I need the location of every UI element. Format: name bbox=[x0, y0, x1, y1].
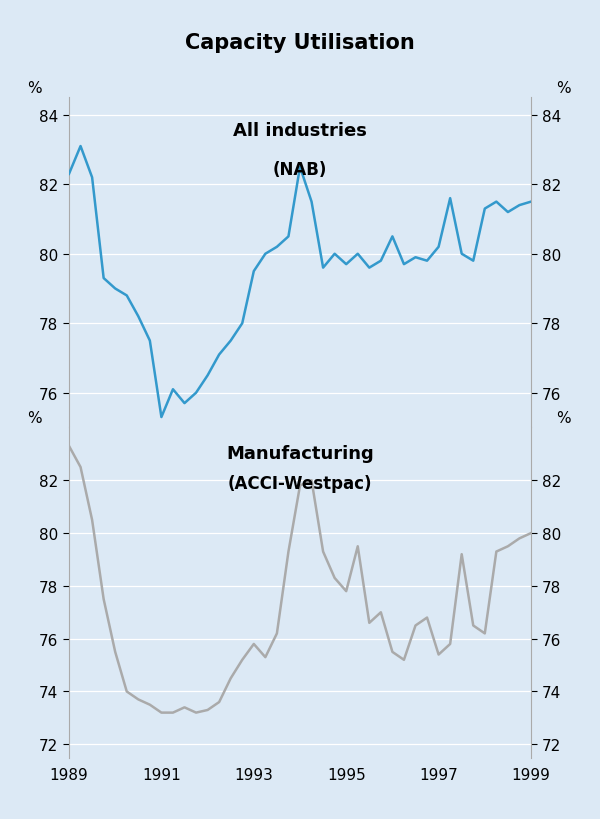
Text: %: % bbox=[556, 410, 571, 425]
Text: %: % bbox=[28, 410, 42, 425]
Text: (ACCI-Westpac): (ACCI-Westpac) bbox=[228, 474, 372, 492]
Text: Manufacturing: Manufacturing bbox=[226, 445, 374, 463]
Text: %: % bbox=[556, 80, 571, 96]
Text: Capacity Utilisation: Capacity Utilisation bbox=[185, 34, 415, 53]
Text: (NAB): (NAB) bbox=[273, 161, 327, 179]
Text: %: % bbox=[28, 80, 42, 96]
Text: All industries: All industries bbox=[233, 121, 367, 139]
